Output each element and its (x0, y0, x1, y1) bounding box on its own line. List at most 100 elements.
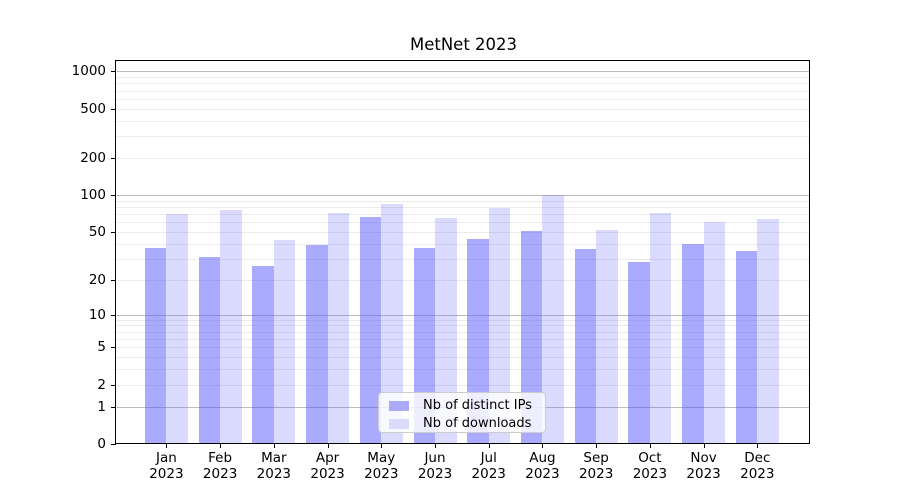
y-gridline-minor (117, 347, 810, 349)
legend-swatch-distinct-ips-icon (389, 400, 409, 411)
x-tick (166, 444, 168, 448)
y-tick (111, 195, 116, 197)
ips-bar (682, 243, 704, 443)
y-tick-label: 2 (97, 376, 106, 393)
x-label-month: Jan (155, 450, 177, 466)
y-tick-label: 100 (80, 187, 106, 204)
x-label-month: Oct (638, 450, 662, 466)
x-label-year: 2023 (578, 465, 614, 482)
y-gridline-minor (117, 108, 810, 110)
chart-title: MetNet 2023 (409, 35, 518, 54)
downloads-bar (649, 212, 672, 443)
x-tick (542, 444, 544, 448)
y-gridline-minor (117, 231, 810, 233)
y-tick-label: 50 (88, 223, 106, 240)
downloads-bar (435, 218, 457, 443)
y-tick (111, 157, 116, 159)
x-tick-label: Aug 2023 (510, 450, 574, 482)
ips-bar (628, 262, 650, 443)
x-tick (488, 444, 490, 448)
legend-item-downloads: Nb of downloads (389, 416, 545, 431)
y-gridline-minor (117, 243, 810, 245)
x-tick (596, 444, 598, 448)
y-tick-label: 500 (80, 100, 106, 117)
y-gridline-minor (117, 157, 810, 159)
downloads-bar (381, 203, 403, 443)
y-tick-label: 10 (88, 306, 106, 323)
y-tick (111, 314, 116, 316)
x-tick (273, 444, 275, 448)
x-label-year: 2023 (417, 465, 453, 482)
x-label-month: Jul (480, 450, 497, 466)
y-gridline-minor (117, 357, 810, 359)
y-gridline-minor (117, 206, 810, 208)
y-gridline-minor (117, 136, 810, 138)
y-tick-label: 0 (97, 436, 106, 452)
x-label-year: 2023 (364, 465, 399, 482)
x-label-month: May (367, 450, 396, 466)
ips-bar (520, 230, 543, 443)
downloads-bar (273, 239, 296, 443)
x-label-month: Aug (529, 450, 556, 466)
y-tick (111, 444, 116, 445)
x-label-year: 2023 (525, 465, 560, 482)
downloads-bar (757, 218, 779, 443)
y-gridline-minor (117, 258, 810, 260)
legend-swatch-downloads-icon (389, 418, 409, 429)
y-gridline-minor (117, 222, 810, 224)
downloads-bar (166, 214, 188, 443)
x-label-year: 2023 (149, 465, 184, 482)
y-tick (111, 384, 116, 386)
y-tick (111, 347, 116, 349)
x-tick (649, 444, 651, 448)
y-gridline-minor (117, 83, 810, 85)
x-tick-label: Jun 2023 (403, 450, 467, 482)
y-gridline-minor (117, 319, 810, 321)
x-label-month: Apr (315, 450, 340, 466)
y-tick-label: 5 (97, 339, 106, 356)
legend-item-distinct-ips: Nb of distinct IPs (389, 398, 545, 413)
y-gridline-minor (117, 384, 810, 386)
y-tick (111, 406, 116, 408)
y-tick-label: 1 (97, 398, 106, 415)
x-tick-label: Apr 2023 (296, 450, 360, 482)
ips-bar (306, 245, 328, 443)
x-tick-label: May 2023 (349, 450, 413, 482)
x-tick (435, 444, 436, 448)
x-label-year: 2023 (686, 465, 721, 482)
y-gridline-minor (117, 339, 810, 341)
y-gridline-minor (117, 214, 810, 216)
y-gridline-major (117, 71, 810, 73)
x-tick-label: Jul 2023 (457, 450, 521, 482)
x-tick (381, 444, 383, 448)
x-label-year: 2023 (740, 465, 775, 482)
y-tick-label: 1000 (71, 63, 106, 80)
y-tick (111, 71, 116, 73)
downloads-bar (220, 210, 242, 443)
x-label-month: Feb (208, 450, 233, 466)
x-tick-label: Jan 2023 (134, 450, 198, 482)
y-gridline-minor (117, 90, 810, 92)
x-label-year: 2023 (632, 465, 668, 482)
x-tick-label: Feb 2023 (188, 450, 252, 482)
ips-bar (359, 217, 382, 443)
y-tick (111, 108, 116, 110)
y-tick (111, 279, 116, 281)
y-gridline-minor (117, 369, 810, 371)
downloads-bar (596, 229, 618, 443)
x-tick (757, 444, 759, 448)
y-tick (111, 231, 116, 233)
ips-bar (252, 266, 274, 443)
x-label-month: Dec (744, 450, 771, 466)
x-label-month: Jun (424, 450, 446, 466)
downloads-bar (703, 222, 726, 443)
y-gridline-minor (117, 200, 810, 202)
downloads-bar (488, 208, 511, 443)
x-tick-label: Nov 2023 (672, 450, 736, 482)
ips-bar (574, 249, 597, 443)
ips-bar (735, 250, 758, 443)
x-tick (327, 444, 329, 448)
legend-label-downloads: Nb of downloads (423, 416, 532, 431)
y-gridline-major (117, 314, 810, 316)
